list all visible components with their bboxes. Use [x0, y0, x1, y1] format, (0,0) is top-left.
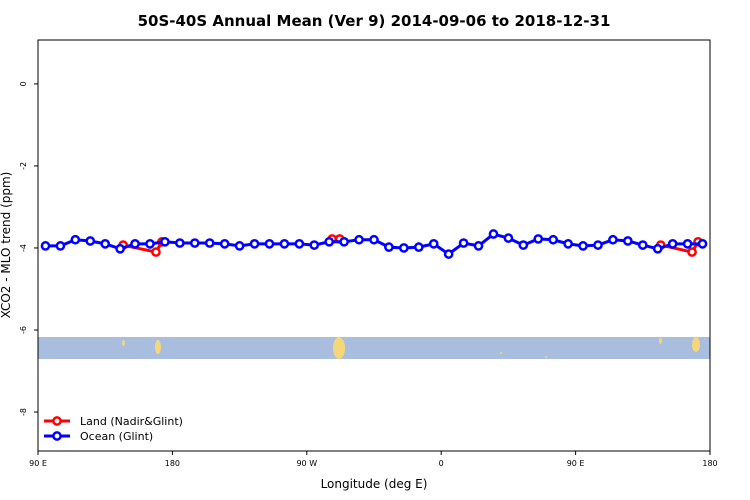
data-point: [354, 234, 364, 245]
data-point: [548, 234, 559, 245]
x-tick-label: 180: [702, 459, 717, 468]
data-point: [563, 239, 573, 249]
land-mass: [659, 338, 662, 344]
land-mass: [545, 356, 547, 358]
data-point: [533, 234, 544, 244]
y-tick-label: -4: [19, 244, 28, 252]
y-tick-label: -8: [19, 408, 28, 416]
data-point: [593, 240, 603, 250]
data-point: [578, 241, 588, 251]
data-point: [309, 240, 320, 250]
data-point: [249, 239, 260, 249]
x-tick-label: 90 E: [567, 459, 585, 468]
data-point: [294, 239, 305, 249]
land-mass: [500, 352, 502, 354]
data-point: [384, 242, 394, 252]
data-point: [443, 249, 454, 259]
data-point: [473, 241, 484, 251]
data-point: [151, 247, 161, 257]
legend-label: Ocean (Glint): [80, 430, 153, 443]
x-tick-label: 90 E: [29, 459, 47, 468]
data-point: [682, 239, 693, 249]
data-point: [264, 239, 275, 249]
data-point: [608, 234, 618, 245]
data-point: [204, 238, 215, 248]
data-point: [55, 241, 66, 251]
x-tick-label: 180: [165, 459, 180, 468]
y-axis-label: XCO2 - MLO trend (ppm): [0, 172, 13, 319]
data-point: [687, 247, 697, 257]
land-mass: [122, 340, 125, 346]
data-point: [637, 240, 648, 250]
data-point: [339, 236, 349, 247]
data-point: [488, 229, 499, 239]
plot-frame: [37, 39, 711, 452]
data-point: [369, 234, 379, 245]
data-point: [458, 238, 469, 248]
land-mass: [155, 340, 161, 354]
data-point: [70, 234, 81, 245]
data-point: [652, 243, 663, 254]
legend-marker: [52, 431, 62, 441]
x-tick-label: 0: [439, 459, 444, 468]
land-mass: [692, 337, 700, 352]
data-point: [667, 239, 678, 249]
y-tick-label: -6: [19, 326, 28, 334]
y-tick-label: 0: [19, 81, 28, 86]
data-point: [189, 238, 200, 248]
data-point: [503, 233, 514, 243]
land-mass: [333, 337, 345, 359]
data-point: [175, 238, 185, 248]
data-point: [279, 239, 290, 249]
data-point: [324, 236, 335, 247]
x-tick-label: 90 W: [296, 459, 317, 468]
data-point: [413, 242, 424, 252]
map-strip: [38, 337, 710, 359]
data-point: [100, 239, 111, 249]
data-point: [130, 239, 140, 249]
data-point: [234, 241, 245, 251]
data-point: [219, 239, 230, 249]
y-tick-label: -2: [19, 162, 28, 170]
data-point: [623, 236, 633, 246]
data-point: [399, 243, 409, 253]
data-point: [145, 239, 155, 249]
data-point: [85, 236, 96, 246]
chart-title: 50S-40S Annual Mean (Ver 9) 2014-09-06 t…: [138, 12, 611, 30]
data-point: [697, 239, 708, 249]
data-point: [115, 243, 125, 254]
data-point: [40, 241, 51, 251]
data-point: [428, 239, 439, 249]
legend-marker: [52, 416, 62, 426]
legend-label: Land (Nadir&Glint): [80, 415, 183, 428]
x-axis-label: Longitude (deg E): [321, 477, 428, 491]
data-point: [518, 240, 529, 250]
data-point: [160, 236, 170, 247]
